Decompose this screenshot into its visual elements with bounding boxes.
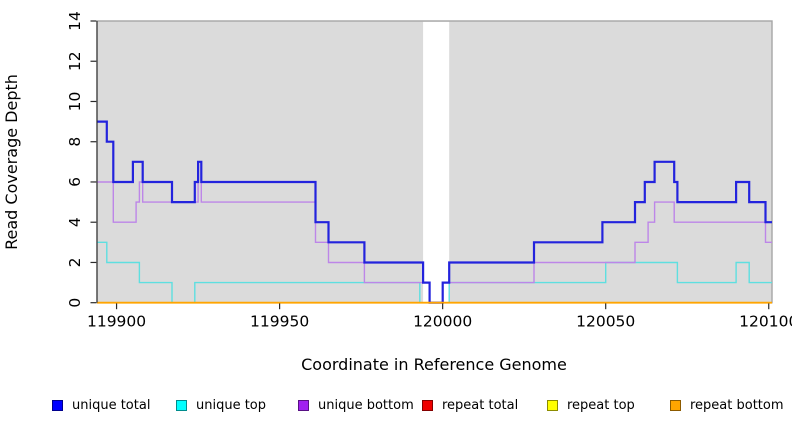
y-tick-label: 12 [66,51,84,71]
legend-item-unique-bottom: unique bottom [298,398,414,413]
no-data-gap-band [423,21,450,303]
series-line-unique-total [97,120,772,304]
repeat-total-swatch-icon [422,400,433,411]
legend-label: repeat top [567,398,635,413]
legend-label: unique top [196,398,267,413]
legend-label: unique bottom [318,398,414,413]
legend: unique total unique top unique bottom re… [0,394,792,424]
y-tick-label: 4 [66,217,84,227]
y-tick-label: 6 [66,177,84,187]
unique-bottom-swatch-icon [298,400,309,411]
series-line-unique-bottom [97,161,772,304]
repeat-top-swatch-icon [547,400,558,411]
y-tick-label: 8 [66,137,84,147]
x-tick-label: 120050 [576,313,635,331]
legend-item-repeat-top: repeat top [547,398,635,413]
y-tick-label: 10 [66,92,84,112]
unique-top-swatch-icon [176,400,187,411]
unique-total-swatch-icon [52,400,63,411]
legend-item-unique-total: unique total [52,398,150,413]
legend-item-unique-top: unique top [176,398,266,413]
y-tick-label: 2 [66,258,84,268]
y-tick-label: 14 [66,11,84,31]
x-axis-title: Coordinate in Reference Genome [301,355,567,374]
series-lines-layer [97,120,772,304]
repeat-bottom-swatch-icon [670,400,681,411]
legend-label: repeat bottom [690,398,784,413]
y-tick-label: 0 [66,298,84,308]
legend-item-repeat-total: repeat total [422,398,518,413]
legend-item-repeat-bottom: repeat bottom [670,398,784,413]
x-tick-label: 119900 [87,313,146,331]
y-axis-title: Read Coverage Depth [2,74,21,250]
x-tick-label: 120000 [413,313,472,331]
legend-label: repeat total [442,398,519,413]
x-tick-label: 119950 [250,313,309,331]
legend-label: unique total [72,398,151,413]
